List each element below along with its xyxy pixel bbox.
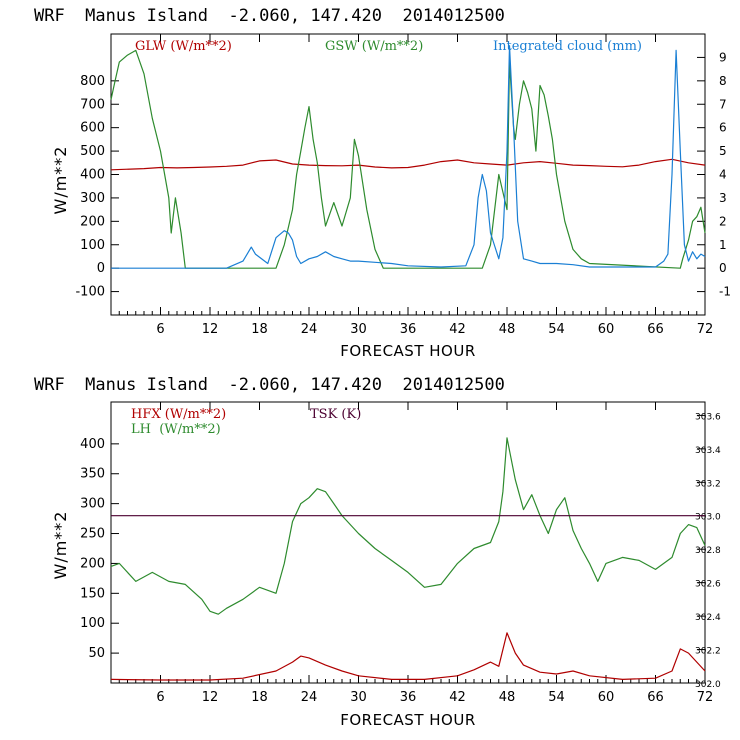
right-tick-label: 5 bbox=[719, 144, 727, 158]
chart-1-legend-gsw: GSW (W/m**2) bbox=[325, 39, 423, 54]
chart-1-x-ticks: 6 12 18 24 30 36 42 48 54 60 66 72 bbox=[119, 34, 713, 337]
y-tick-label: 50 bbox=[88, 646, 105, 661]
right-tick-label: 303.2 bbox=[695, 479, 721, 489]
right-tick-label: 1 bbox=[719, 238, 727, 252]
x-tick-label: 42 bbox=[449, 322, 466, 337]
chart-2: WRF Manus Island -2.060, 147.420 2014012… bbox=[34, 375, 721, 729]
chart-2-legend-tsk: TSK (K) bbox=[310, 407, 361, 422]
x-tick-label: 54 bbox=[548, 322, 565, 337]
x-tick-label: 48 bbox=[499, 322, 516, 337]
chart-1-plot-frame bbox=[111, 34, 705, 315]
y-tick-label: 400 bbox=[80, 168, 105, 183]
chart-1-legend-glw: GLW (W/m**2) bbox=[135, 39, 232, 54]
chart-1-right-ticks: -1 0 1 2 3 4 5 6 7 8 9 bbox=[697, 50, 731, 298]
x-tick-label: 54 bbox=[548, 690, 565, 705]
y-tick-label: -100 bbox=[75, 285, 105, 300]
x-tick-label: 18 bbox=[251, 690, 268, 705]
right-tick-label: 302.4 bbox=[695, 613, 721, 623]
chart-2-y-ticks: 50 100 150 200 250 300 350 400 bbox=[80, 437, 119, 661]
y-tick-label: 200 bbox=[80, 214, 105, 229]
chart-2-x-axis-label: FORECAST HOUR bbox=[340, 711, 476, 729]
chart-1-series bbox=[111, 46, 705, 269]
x-tick-label: 42 bbox=[449, 690, 466, 705]
chart-2-series bbox=[111, 438, 705, 680]
right-tick-label: 2 bbox=[719, 214, 727, 228]
x-tick-label: 66 bbox=[647, 322, 664, 337]
chart-2-x-ticks: 6 12 18 24 30 36 42 48 54 60 66 72 bbox=[119, 402, 713, 705]
y-tick-label: 200 bbox=[80, 556, 105, 571]
right-tick-label: 302.2 bbox=[695, 647, 721, 657]
y-tick-label: 350 bbox=[80, 467, 105, 482]
x-tick-label: 30 bbox=[350, 690, 367, 705]
x-tick-label: 18 bbox=[251, 322, 268, 337]
y-tick-label: 800 bbox=[80, 74, 105, 89]
y-tick-label: 300 bbox=[80, 497, 105, 512]
x-tick-label: 36 bbox=[400, 690, 417, 705]
x-tick-label: 66 bbox=[647, 690, 664, 705]
chart-2-title: WRF Manus Island -2.060, 147.420 2014012… bbox=[34, 375, 505, 395]
right-tick-label: 302.8 bbox=[695, 546, 721, 556]
y-tick-label: 600 bbox=[80, 121, 105, 136]
right-tick-label: 6 bbox=[719, 121, 727, 135]
series-line-0 bbox=[111, 633, 705, 680]
x-tick-label: 30 bbox=[350, 322, 367, 337]
figure: WRF Manus Island -2.060, 147.420 2014012… bbox=[0, 0, 740, 740]
y-tick-label: 300 bbox=[80, 191, 105, 206]
x-tick-label: 6 bbox=[156, 322, 164, 337]
x-tick-label: 24 bbox=[301, 690, 318, 705]
y-tick-label: 500 bbox=[80, 144, 105, 159]
x-tick-label: 36 bbox=[400, 322, 417, 337]
chart-1-y-ticks: -100 0 100 200 300 400 500 600 700 800 bbox=[75, 74, 119, 300]
right-tick-label: 8 bbox=[719, 74, 727, 88]
chart-2-plot-frame bbox=[111, 402, 705, 683]
chart-1-x-axis-label: FORECAST HOUR bbox=[340, 342, 476, 360]
chart-1-legend-cloud: Integrated cloud (mm) bbox=[493, 39, 642, 54]
x-tick-label: 48 bbox=[499, 690, 516, 705]
y-tick-label: 700 bbox=[80, 97, 105, 112]
y-tick-label: 150 bbox=[80, 586, 105, 601]
y-tick-label: 100 bbox=[80, 616, 105, 631]
series-line-0 bbox=[111, 159, 705, 170]
x-tick-label: 6 bbox=[156, 690, 164, 705]
series-line-1 bbox=[111, 438, 705, 614]
right-tick-label: 303.0 bbox=[695, 513, 721, 523]
x-tick-label: 72 bbox=[697, 690, 714, 705]
right-tick-label: 303.6 bbox=[695, 412, 721, 422]
chart-2-legend-lh: LH (W/m**2) bbox=[131, 422, 221, 437]
right-tick-label: 303.4 bbox=[695, 446, 721, 456]
x-tick-label: 12 bbox=[202, 322, 219, 337]
series-line-2 bbox=[111, 46, 705, 269]
right-tick-label: -1 bbox=[719, 285, 731, 299]
right-tick-label: 0 bbox=[719, 261, 727, 275]
y-tick-label: 100 bbox=[80, 238, 105, 253]
x-tick-label: 60 bbox=[598, 322, 615, 337]
right-tick-label: 4 bbox=[719, 168, 727, 182]
right-tick-label: 9 bbox=[719, 50, 727, 64]
chart-1: WRF Manus Island -2.060, 147.420 2014012… bbox=[34, 6, 731, 360]
y-tick-label: 0 bbox=[97, 261, 105, 276]
x-tick-label: 24 bbox=[301, 322, 318, 337]
right-tick-label: 302.0 bbox=[695, 680, 721, 690]
x-tick-label: 72 bbox=[697, 322, 714, 337]
x-tick-label: 60 bbox=[598, 690, 615, 705]
y-tick-label: 400 bbox=[80, 437, 105, 452]
chart-1-y-axis-label: W/m**2 bbox=[51, 146, 70, 215]
x-tick-label: 12 bbox=[202, 690, 219, 705]
chart-2-y-axis-label: W/m**2 bbox=[51, 511, 70, 580]
chart-2-right-ticks: 302.0 302.2 302.4 302.6 302.8 303.0 303.2 303.4… bbox=[695, 412, 721, 690]
right-tick-label: 302.6 bbox=[695, 580, 721, 590]
right-tick-label: 7 bbox=[719, 97, 727, 111]
chart-2-legend-hfx: HFX (W/m**2) bbox=[131, 407, 226, 422]
right-tick-label: 3 bbox=[719, 191, 727, 205]
series-line-1 bbox=[111, 50, 705, 268]
y-tick-label: 250 bbox=[80, 527, 105, 542]
chart-1-title: WRF Manus Island -2.060, 147.420 2014012… bbox=[34, 6, 505, 26]
